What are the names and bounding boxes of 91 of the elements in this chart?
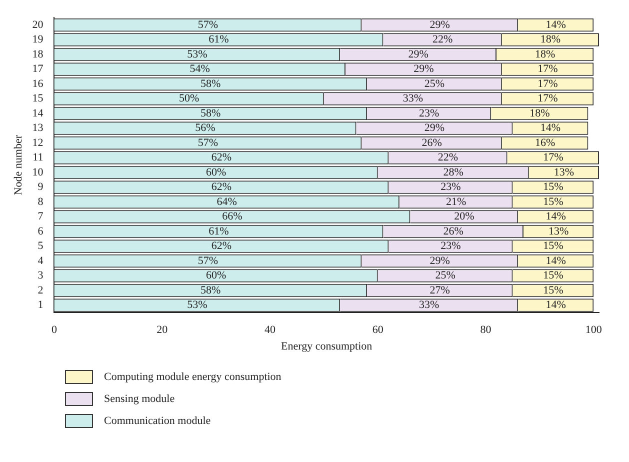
y-tick-label: 6 — [38, 225, 44, 238]
x-tick-label: 40 — [264, 324, 276, 336]
data-label: 61% — [208, 34, 229, 46]
data-label: 20% — [454, 210, 474, 223]
data-label: 29% — [408, 48, 428, 60]
data-label: 13% — [548, 225, 569, 238]
y-tick-label: 4 — [38, 254, 44, 267]
x-tick-label: 20 — [156, 324, 168, 336]
data-label: 58% — [200, 284, 221, 296]
data-label: 21% — [446, 196, 466, 208]
data-label: 23% — [440, 240, 461, 252]
data-label: 25% — [435, 270, 456, 282]
data-label: 29% — [430, 254, 450, 267]
data-label: 62% — [211, 181, 232, 194]
data-label: 57% — [198, 136, 218, 149]
data-label: 57% — [198, 254, 218, 267]
data-label: 64% — [216, 196, 237, 208]
data-label: 23% — [440, 181, 461, 194]
data-label: 14% — [546, 18, 566, 31]
data-label: 66% — [222, 210, 242, 223]
legend-label: Sensing module — [104, 393, 175, 405]
data-label: 60% — [206, 166, 226, 178]
data-label: 60% — [206, 270, 226, 282]
data-label: 54% — [190, 63, 210, 76]
data-label: 61% — [208, 225, 229, 238]
data-label: 29% — [430, 18, 450, 31]
data-label: 25% — [424, 78, 445, 90]
data-label: 26% — [443, 225, 464, 238]
data-label: 15% — [543, 240, 564, 252]
data-label: 15% — [543, 284, 564, 296]
data-label: 14% — [546, 254, 566, 267]
data-label: 17% — [538, 92, 558, 105]
data-label: 53% — [187, 48, 208, 60]
data-label: 18% — [540, 34, 561, 46]
x-tick-label: 0 — [51, 324, 58, 336]
y-tick-label: 18 — [32, 48, 44, 60]
y-tick-label: 5 — [38, 240, 44, 252]
data-label: 22% — [438, 152, 458, 164]
y-tick-label: 10 — [32, 166, 44, 178]
y-tick-label: 3 — [38, 270, 44, 282]
data-label: 23% — [419, 107, 440, 120]
y-tick-label: 12 — [32, 136, 44, 149]
data-label: 22% — [432, 34, 453, 46]
data-label: 18% — [530, 107, 550, 120]
y-tick-label: 20 — [32, 18, 44, 31]
data-label: 53% — [187, 299, 208, 312]
data-label: 62% — [211, 240, 232, 252]
data-label: 58% — [200, 78, 221, 90]
data-label: 29% — [414, 63, 434, 76]
data-label: 58% — [200, 107, 221, 120]
data-label: 14% — [546, 299, 566, 312]
y-tick-label: 7 — [38, 210, 44, 223]
data-label: 33% — [419, 299, 440, 312]
data-label: 29% — [424, 122, 445, 134]
y-tick-label: 1 — [38, 299, 44, 312]
data-label: 28% — [443, 166, 464, 178]
data-label: 17% — [538, 63, 558, 76]
x-tick-label: 60 — [372, 324, 384, 336]
y-tick-label: 14 — [32, 107, 44, 120]
data-label: 17% — [543, 152, 564, 164]
data-label: 26% — [422, 136, 442, 149]
data-label: 15% — [543, 196, 564, 208]
data-label: 14% — [540, 122, 561, 134]
x-tick-label: 80 — [480, 324, 492, 336]
y-tick-label: 9 — [38, 181, 44, 194]
legend-label: Computing module energy consumption — [104, 371, 282, 383]
data-label: 13% — [554, 166, 574, 178]
data-label: 15% — [543, 270, 564, 282]
data-label: 14% — [546, 210, 566, 223]
data-label: 17% — [538, 78, 558, 90]
data-label: 15% — [543, 181, 564, 194]
data-label: 16% — [534, 136, 556, 149]
y-tick-label: 11 — [32, 152, 44, 164]
legend-label: Communication module — [104, 415, 211, 427]
y-tick-label: 16 — [32, 78, 44, 90]
y-tick-label: 8 — [38, 196, 44, 208]
y-tick-label: 13 — [32, 122, 44, 134]
data-label: 62% — [211, 152, 232, 164]
data-label: 33% — [402, 92, 423, 105]
data-label: 57% — [198, 18, 218, 31]
data-label: 50% — [178, 92, 200, 105]
data-label: 56% — [195, 122, 216, 134]
data-label: 27% — [430, 284, 450, 296]
y-tick-label: 17 — [32, 63, 44, 76]
x-axis-title: Energy consumption — [281, 340, 373, 352]
y-tick-label: 2 — [38, 284, 44, 296]
y-axis-title: Node number — [12, 134, 24, 196]
y-tick-label: 19 — [32, 34, 44, 46]
data-label: 18% — [534, 48, 556, 60]
x-tick-label: 100 — [585, 324, 602, 336]
y-tick-label: 15 — [32, 92, 44, 105]
